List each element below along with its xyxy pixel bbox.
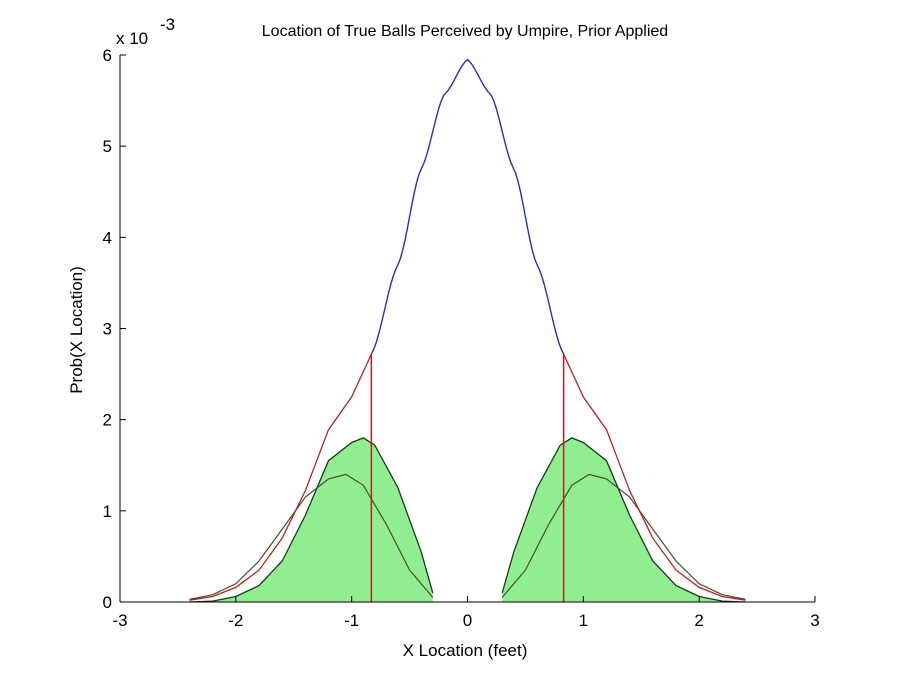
y-axis-label: Prob(X Location) — [67, 266, 86, 394]
y-exponent-label: x 10 — [116, 29, 148, 48]
x-tick-label: -3 — [112, 611, 127, 630]
y-exponent-base: x 10 — [116, 29, 148, 48]
true-balls-fill-right — [502, 437, 746, 602]
y-tick-label: 0 — [103, 593, 112, 612]
y-exponent-power: -3 — [160, 15, 175, 34]
x-tick-label: 2 — [694, 611, 703, 630]
x-tick-label: -1 — [344, 611, 359, 630]
x-tick-label: 0 — [463, 611, 472, 630]
x-tick-label: 1 — [579, 611, 588, 630]
prior-curve-left — [189, 353, 372, 601]
true-balls-fill-left — [189, 437, 433, 602]
perceived-curve-left — [189, 473, 434, 600]
y-tick-label: 1 — [103, 502, 112, 521]
chart-title: Location of True Balls Perceived by Umpi… — [262, 23, 668, 40]
y-tick-label: 2 — [103, 411, 112, 430]
axes-layer: -3 -2 -1 0 1 2 3 0 1 2 3 4 5 6 — [103, 46, 820, 630]
prior-curve-right — [563, 353, 746, 601]
x-tick-label: 3 — [810, 611, 819, 630]
y-tick-label: 6 — [103, 46, 112, 65]
overall-curve — [370, 58, 565, 355]
x-tick-label: -2 — [228, 611, 243, 630]
perceived-curve-right — [501, 473, 746, 600]
y-tick-label: 5 — [103, 137, 112, 156]
x-axis-label: X Location (feet) — [403, 641, 528, 660]
series-layer — [189, 58, 746, 603]
y-tick-label: 3 — [103, 320, 112, 339]
y-tick-label: 4 — [103, 228, 112, 247]
